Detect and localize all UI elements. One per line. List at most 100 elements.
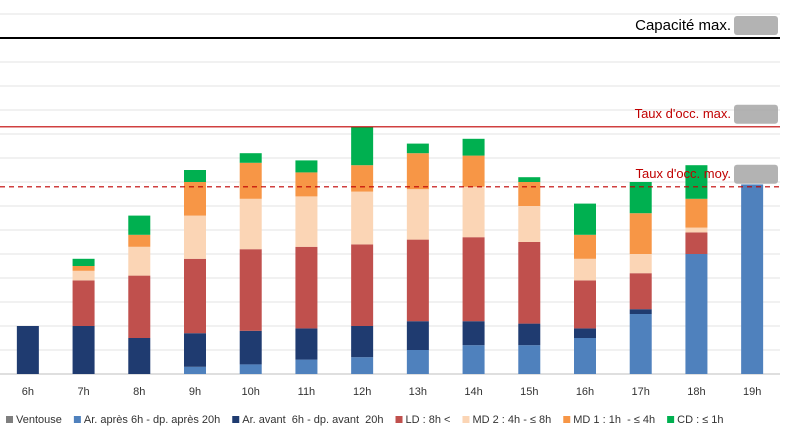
bar-segment <box>574 258 596 281</box>
bar-segment <box>295 196 318 247</box>
bar-segment <box>184 215 206 259</box>
bar-segment <box>351 165 374 192</box>
bar-segment <box>239 153 262 163</box>
bar-segment <box>239 364 262 374</box>
bar-segment <box>351 357 374 374</box>
x-tick-label: 10h <box>242 386 260 398</box>
bar-segment <box>629 309 652 314</box>
bar-segment <box>295 160 318 173</box>
legend-label: LD : 8h < <box>406 414 451 426</box>
x-tick-label: 7h <box>77 386 89 398</box>
bar-segment <box>295 172 318 197</box>
bar-segment <box>574 280 596 329</box>
bar-segment <box>239 198 262 250</box>
bar-segment <box>406 239 429 322</box>
x-tick-label: 8h <box>133 386 145 398</box>
bar-segment <box>72 270 95 281</box>
legend-marker <box>73 416 81 423</box>
bar-segment <box>574 338 596 374</box>
legend-label: Ar. après 6h - dp. après 20h <box>84 414 220 426</box>
bar-segment <box>685 232 708 254</box>
bar-segment <box>629 213 652 254</box>
bar-segment <box>574 328 596 338</box>
bar-segment <box>239 330 262 365</box>
bar-segment <box>685 198 708 228</box>
x-tick-label: 13h <box>409 386 427 398</box>
bar-segment <box>295 246 318 329</box>
bar-segment <box>128 215 151 235</box>
bar-segment <box>462 155 485 187</box>
redacted-value <box>734 164 778 184</box>
bar-segment <box>406 189 429 240</box>
legend-label: Ventouse <box>16 414 62 426</box>
x-tick-label: 9h <box>189 386 201 398</box>
bar-segment <box>685 165 708 199</box>
bar-segment <box>351 244 374 326</box>
bar-segment <box>518 177 541 182</box>
bar-segment <box>406 321 429 350</box>
bar-segment <box>406 143 429 154</box>
bar-segment <box>574 234 596 259</box>
reference-label: Taux d'occ. moy. <box>636 166 731 181</box>
bar-segment <box>406 350 429 374</box>
x-tick-label: 12h <box>353 386 371 398</box>
legend-label: MD 2 : 4h - ≤ 8h <box>472 414 551 426</box>
bar-segment <box>184 170 206 182</box>
legend-marker <box>667 416 675 423</box>
legend-marker <box>563 416 571 423</box>
x-tick-label: 15h <box>520 386 538 398</box>
bar-segment <box>518 323 541 346</box>
bar-segment <box>685 254 708 374</box>
x-tick-label: 6h <box>22 386 34 398</box>
bar-segment <box>629 314 652 374</box>
bar-segment <box>72 326 95 374</box>
bar-segment <box>629 273 652 310</box>
x-tick-label: 17h <box>632 386 650 398</box>
x-tick-label: 11h <box>298 386 316 398</box>
legend-marker <box>6 416 13 423</box>
bar-segment <box>295 328 318 360</box>
bar-segment <box>741 184 764 374</box>
redacted-value <box>734 104 778 124</box>
bar-segment <box>128 338 151 374</box>
bar-segment <box>184 366 206 374</box>
bar-segment <box>518 206 541 242</box>
bar-segment <box>518 242 541 324</box>
legend-marker <box>232 416 240 423</box>
bar-segment <box>629 254 652 274</box>
bar-segment <box>351 126 374 166</box>
bar-segment <box>239 249 262 331</box>
bar-segment <box>72 280 95 326</box>
legend-marker <box>462 416 470 423</box>
x-tick-label: 18h <box>687 386 705 398</box>
bar-segment <box>685 227 708 233</box>
bar-segment <box>184 182 206 216</box>
legend-marker <box>395 416 403 423</box>
bar-segment <box>128 246 151 276</box>
bar-segment <box>184 258 206 334</box>
bar-segment <box>518 182 541 206</box>
x-tick-label: 14h <box>464 386 482 398</box>
bar-segment <box>462 237 485 322</box>
bar-segment <box>574 203 596 235</box>
bar-segment <box>462 345 485 374</box>
reference-label: Capacité max. <box>635 17 731 34</box>
bar-segment <box>128 234 151 247</box>
bar-segment <box>72 258 95 266</box>
bar-segment <box>184 333 206 367</box>
bar-segment <box>72 266 95 271</box>
bar-segment <box>351 326 374 358</box>
legend-label: CD : ≤ 1h <box>677 414 723 426</box>
bar-segment <box>239 162 262 199</box>
bar-segment <box>629 182 652 214</box>
bar-segment <box>406 153 429 190</box>
legend-label: MD 1 : 1h - ≤ 4h <box>573 414 655 426</box>
redacted-value <box>734 16 778 35</box>
bar-segment <box>462 321 485 346</box>
bar-segment <box>351 191 374 245</box>
bar-segment <box>518 345 541 374</box>
x-tick-label: 16h <box>576 386 594 398</box>
bar-segment <box>16 326 39 374</box>
bar-segment <box>462 186 485 238</box>
